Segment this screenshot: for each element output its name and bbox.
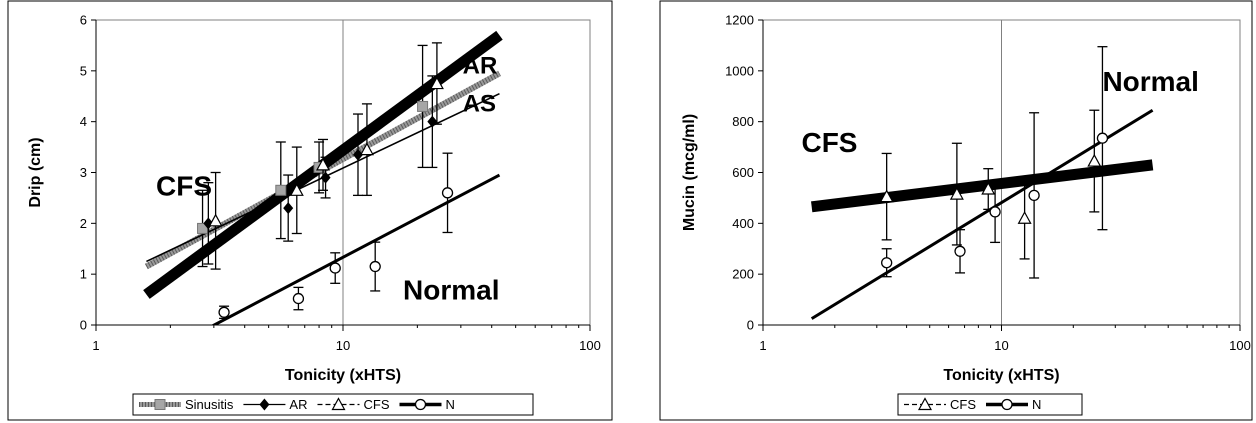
point-n [218, 306, 230, 318]
y-tick-label: 2 [80, 216, 87, 231]
point-n [954, 245, 966, 257]
y-tick-label: 1000 [725, 63, 754, 78]
y-tick-label: 600 [732, 165, 754, 180]
legend-marker-cfs [917, 397, 933, 411]
legend-marker-sinusitis [154, 399, 166, 410]
x-tick-label: 10 [336, 338, 350, 353]
point-sinusitis [417, 100, 429, 112]
y-axis-title: Drip (cm) [27, 137, 44, 207]
point-n [441, 187, 454, 199]
legend-marker-n [1001, 398, 1013, 411]
point-cfs [429, 76, 444, 90]
annotation: AS [463, 91, 496, 118]
x-axis-title: Tonicity (xHTS) [285, 367, 401, 384]
point-ar [352, 148, 363, 161]
point-n [369, 260, 381, 273]
y-tick-label: 0 [747, 318, 754, 333]
legend-label: AR [289, 397, 307, 412]
point-n [1096, 132, 1109, 144]
fit-line-n [810, 108, 1154, 320]
y-tick-label: 0 [80, 318, 87, 333]
y-tick-label: 400 [732, 216, 754, 231]
y-tick-label: 4 [80, 114, 87, 129]
point-cfs [1087, 153, 1102, 167]
point-n [1028, 189, 1040, 202]
x-tick-label: 100 [1229, 338, 1251, 353]
point-cfs [359, 142, 374, 156]
point-cfs [208, 213, 223, 227]
point-cfs [1017, 210, 1032, 224]
point-cfs [949, 186, 964, 200]
point-ar [427, 115, 438, 128]
legend-marker-n [414, 398, 427, 411]
point-n [292, 292, 305, 305]
annotation: CFS [801, 127, 857, 158]
chart-frame [659, 0, 1253, 421]
point-cfs [316, 157, 331, 171]
x-tick-label: 1 [92, 338, 99, 353]
legend-label: N [1032, 397, 1041, 412]
mucin-chart: 0 200 400 600 800 1000 1200 1 10 100 Tonicity (xHT… [659, 0, 1253, 421]
legend-marker-ar [259, 398, 270, 411]
point-cfs [289, 183, 304, 196]
annotation: Normal [403, 275, 499, 306]
y-tick-label: 5 [80, 63, 87, 78]
x-tick-label: 100 [579, 338, 601, 353]
plot-content [810, 46, 1154, 320]
legend-box [132, 393, 534, 416]
chart-frame [7, 0, 613, 421]
legend-label: CFS [363, 397, 389, 412]
point-sinusitis [197, 222, 209, 234]
y-tick-label: 3 [80, 165, 87, 180]
fit-line-cfs [811, 159, 1154, 213]
plot-content [143, 30, 503, 325]
point-cfs [981, 181, 996, 195]
y-tick-label: 200 [732, 267, 754, 282]
point-ar [283, 202, 294, 215]
legend-label: CFS [950, 397, 976, 412]
point-cfs [879, 189, 894, 203]
y-tick-label: 800 [732, 114, 754, 129]
point-n [329, 262, 341, 274]
legend-marker-cfs [331, 397, 346, 411]
x-tick-label: 1 [759, 338, 766, 353]
y-tick-label: 6 [80, 13, 87, 28]
annotation: CFS [156, 170, 212, 201]
y-tick-label: 1 [80, 267, 87, 282]
point-sinusitis [275, 184, 287, 196]
point-n [989, 206, 1001, 218]
fit-line-n [210, 173, 501, 325]
x-axis-title: Tonicity (xHTS) [943, 367, 1059, 384]
x-tick-label: 10 [994, 338, 1008, 353]
legend-label: Sinusitis [185, 397, 234, 412]
y-axis-title: Mucin (mcg/ml) [681, 114, 698, 231]
legend-label: N [445, 397, 454, 412]
y-tick-label: 1200 [725, 13, 754, 28]
annotation: AR [463, 52, 498, 79]
point-n [881, 257, 893, 269]
annotation: Normal [1102, 66, 1198, 97]
